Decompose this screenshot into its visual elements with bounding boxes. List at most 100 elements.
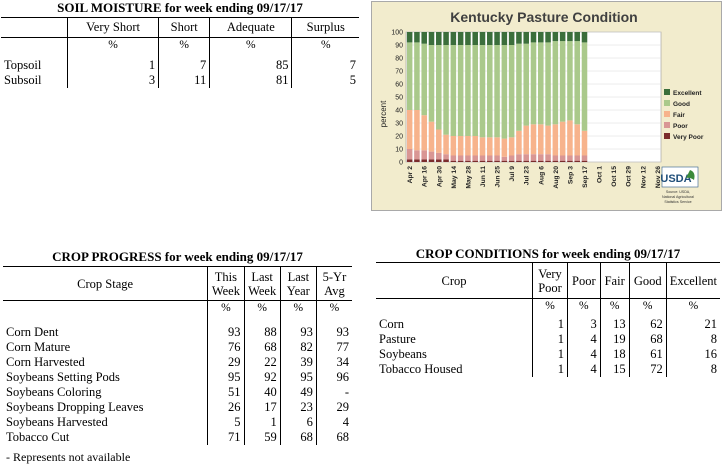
chart-bar-segment — [487, 45, 493, 138]
progress-cell: 93 — [279, 325, 317, 340]
chart-bar-segment — [574, 155, 580, 161]
conditions-header-excellent: Excellent — [665, 262, 720, 299]
progress-row-label: Soybeans Dropping Leaves — [6, 400, 144, 414]
chart-bar-segment — [436, 159, 442, 162]
usda-logo-text: USDA — [660, 173, 691, 185]
progress-cell: 4 — [315, 415, 352, 430]
chart-y-tick-label: 20 — [395, 134, 403, 141]
chart-bar-segment — [414, 110, 420, 151]
chart-bar-segment — [436, 129, 442, 153]
chart-bar-segment — [450, 160, 457, 162]
chart-x-tick-label: Apr 16 — [422, 166, 429, 187]
chart-bar-segment — [465, 160, 471, 162]
crop-progress-title: CROP PROGRESS for week ending 09/17/17 — [52, 249, 303, 264]
soil-header-very-short: Very Short — [66, 17, 159, 38]
table-row: Soybeans Setting Pods 95 92 95 96 — [3, 370, 352, 385]
chart-source-line: Statistics Service — [664, 200, 691, 204]
conditions-cell: 4 — [567, 347, 601, 362]
chart-bar-segment — [472, 155, 478, 161]
chart-bar-segment — [523, 32, 529, 44]
chart-bar-segment — [406, 42, 413, 110]
conditions-cell: 13 — [599, 317, 630, 332]
progress-cell: 1 — [243, 415, 281, 430]
chart-bar-segment — [494, 155, 500, 161]
crop-conditions-title: CROP CONDITIONS for week ending 09/17/17 — [415, 246, 681, 261]
chart-bar-segment — [465, 45, 471, 136]
chart-bar-segment — [406, 110, 413, 149]
chart-bar-segment — [406, 159, 413, 162]
table-row: Corn Mature 76 68 82 77 — [3, 340, 352, 355]
chart-bar-segment — [545, 125, 551, 155]
legend-label: Fair — [673, 112, 685, 119]
chart-x-tick-label: Aug 20 — [553, 166, 560, 189]
conditions-cell: 1 — [532, 347, 568, 362]
table-row: Corn 1 3 13 62 21 — [376, 317, 720, 332]
chart-bar-segment — [538, 160, 544, 162]
chart-bar-segment — [516, 32, 522, 44]
chart-bar-segment — [479, 45, 486, 138]
footnote: - Represents not available — [6, 450, 131, 464]
table-row: Soybeans 1 4 18 61 16 — [376, 347, 720, 362]
chart-y-tick-label: 50 — [395, 95, 403, 102]
chart-bar-segment — [494, 137, 500, 156]
legend-swatch — [664, 100, 670, 106]
chart-x-tick-label: Oct 1 — [597, 166, 604, 183]
conditions-header-good: Good — [628, 262, 667, 299]
conditions-row-label: Soybeans — [379, 347, 427, 361]
chart-y-tick-label: 10 — [395, 147, 403, 154]
conditions-unit: % — [599, 298, 630, 317]
legend-swatch — [664, 111, 670, 117]
chart-bar-segment — [508, 137, 515, 156]
chart-bar-segment — [487, 32, 493, 45]
chart-ylabel: percent — [379, 100, 388, 127]
chart-bar-segment — [436, 45, 442, 130]
chart-bar-segment — [406, 32, 413, 43]
conditions-unit: % — [628, 298, 667, 317]
chart-bar-segment — [567, 155, 573, 161]
table-row: Soybeans Dropping Leaves 26 17 23 29 — [3, 400, 352, 415]
soil-moisture-title: SOIL MOISTURE for week ending 09/17/17 — [57, 0, 303, 15]
chart-bar-segment — [494, 32, 500, 45]
chart-bar-segment — [559, 155, 566, 161]
chart-bar-segment — [530, 42, 537, 125]
chart-bar-segment — [516, 43, 522, 131]
chart-bar-segment — [457, 32, 464, 45]
table-row: Soybeans Harvested 5 1 6 4 — [3, 415, 352, 430]
chart-x-tick-label: Nov 26 — [655, 166, 662, 189]
chart-bar-segment — [508, 160, 515, 162]
progress-cell: 76 — [207, 340, 245, 355]
chart-title: Kentucky Pasture Condition — [450, 9, 637, 25]
table-row: Corn Harvested 29 22 39 34 — [3, 355, 352, 370]
chart-y-tick-label: 70 — [395, 69, 403, 76]
progress-row-label: Soybeans Harvested — [6, 415, 108, 429]
chart-bar-segment — [559, 32, 566, 42]
conditions-unit — [376, 299, 533, 318]
progress-cell: 71 — [207, 430, 245, 445]
chart-bar-segment — [552, 160, 559, 162]
soil-cell: 81 — [209, 73, 292, 88]
progress-row-label: Corn Dent — [6, 325, 59, 339]
chart-bar-segment — [581, 155, 588, 161]
chart-bar-segment — [487, 155, 493, 161]
conditions-unit: % — [532, 298, 568, 317]
chart-bar-segment — [581, 42, 588, 131]
chart-bar-segment — [465, 155, 471, 161]
chart-bar-segment — [501, 138, 508, 157]
chart-bar-segment — [465, 32, 471, 45]
chart-bar-segment — [421, 43, 427, 116]
chart-bar-segment — [574, 32, 580, 42]
crop-progress-table: Crop Stage This Week Last Week Last Year… — [3, 266, 352, 445]
chart-bar-segment — [450, 155, 457, 161]
soil-header-short: Short — [158, 17, 210, 38]
chart-bar-segment — [545, 32, 551, 43]
chart-x-tick-label: Jun 25 — [495, 166, 502, 188]
chart-bar-segment — [538, 32, 544, 43]
chart-bar-segment — [428, 32, 435, 45]
chart-bar-segment — [567, 41, 573, 121]
soil-cell: 7 — [158, 58, 210, 73]
progress-cell: 40 — [243, 385, 281, 400]
conditions-cell: 72 — [628, 362, 667, 377]
soil-units-row: % % % % — [1, 37, 359, 58]
conditions-cell: 4 — [567, 332, 601, 347]
table-row: Subsoil 3 11 81 5 — [1, 73, 359, 88]
